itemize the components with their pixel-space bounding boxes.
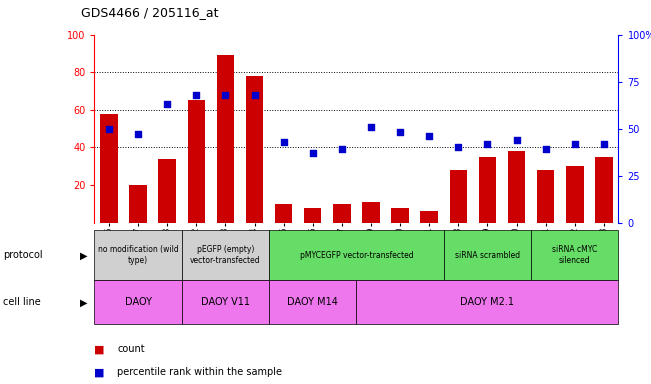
Point — [133, 131, 143, 137]
Bar — [269, 230, 444, 280]
Point — [570, 141, 580, 147]
Bar — [217, 55, 234, 223]
Point — [482, 141, 493, 147]
Text: ■: ■ — [94, 367, 105, 377]
Point — [511, 137, 521, 143]
Bar — [94, 280, 182, 324]
Bar — [357, 280, 618, 324]
Point — [366, 124, 376, 130]
Point — [279, 139, 289, 145]
Bar — [537, 170, 555, 223]
Text: protocol: protocol — [3, 250, 43, 260]
Bar — [158, 159, 176, 223]
Text: DAOY M14: DAOY M14 — [287, 297, 338, 308]
Text: ■: ■ — [94, 344, 105, 354]
Point — [599, 141, 609, 147]
Bar — [333, 204, 351, 223]
Text: pMYCEGFP vector-transfected: pMYCEGFP vector-transfected — [299, 251, 413, 260]
Bar — [187, 101, 205, 223]
Bar — [595, 157, 613, 223]
Bar — [130, 185, 147, 223]
Bar — [444, 230, 531, 280]
Text: percentile rank within the sample: percentile rank within the sample — [117, 367, 282, 377]
Text: DAOY V11: DAOY V11 — [201, 297, 250, 308]
Bar — [362, 202, 380, 223]
Bar — [94, 230, 182, 280]
Bar — [100, 114, 118, 223]
Point — [104, 126, 114, 132]
Bar — [531, 230, 618, 280]
Point — [395, 129, 406, 136]
Bar — [508, 151, 525, 223]
Bar — [275, 204, 292, 223]
Point — [453, 144, 464, 151]
Bar — [450, 170, 467, 223]
Point — [337, 146, 347, 152]
Text: siRNA cMYC
silenced: siRNA cMYC silenced — [552, 245, 598, 265]
Bar — [182, 280, 269, 324]
Bar — [304, 208, 322, 223]
Point — [220, 92, 230, 98]
Bar — [478, 157, 496, 223]
Text: DAOY M2.1: DAOY M2.1 — [460, 297, 514, 308]
Text: count: count — [117, 344, 145, 354]
Bar — [421, 212, 438, 223]
Bar — [182, 230, 269, 280]
Bar — [269, 280, 356, 324]
Bar — [391, 208, 409, 223]
Text: GDS4466 / 205116_at: GDS4466 / 205116_at — [81, 6, 219, 19]
Bar — [246, 76, 263, 223]
Point — [249, 92, 260, 98]
Text: ▶: ▶ — [80, 297, 88, 308]
Point — [307, 150, 318, 156]
Text: pEGFP (empty)
vector-transfected: pEGFP (empty) vector-transfected — [190, 245, 260, 265]
Text: ▶: ▶ — [80, 250, 88, 260]
Point — [540, 146, 551, 152]
Bar — [566, 166, 583, 223]
Text: cell line: cell line — [3, 297, 41, 308]
Point — [424, 133, 434, 139]
Text: siRNA scrambled: siRNA scrambled — [455, 251, 520, 260]
Text: no modification (wild
type): no modification (wild type) — [98, 245, 178, 265]
Point — [162, 101, 173, 107]
Point — [191, 92, 202, 98]
Text: DAOY: DAOY — [124, 297, 152, 308]
